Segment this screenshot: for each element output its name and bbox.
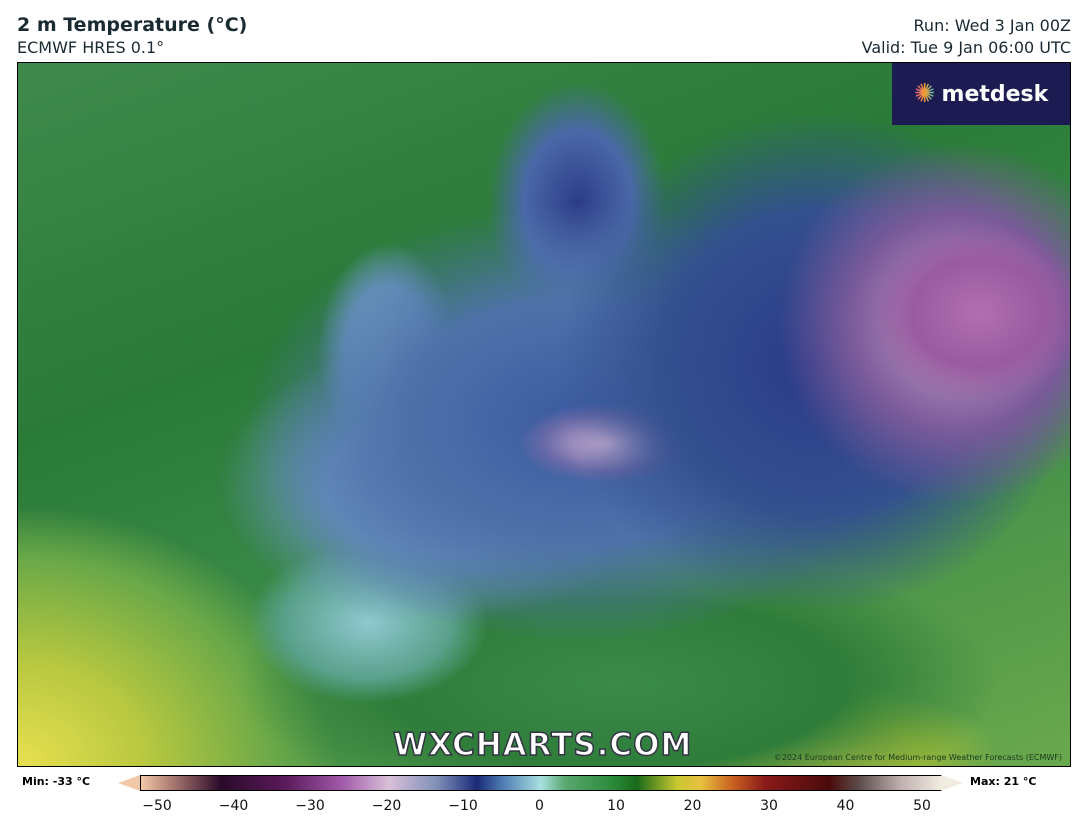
colorbar-tick: 20 <box>683 798 702 814</box>
max-label: Max: 21 °C <box>970 775 1037 788</box>
colorbar-tick: 50 <box>913 798 931 814</box>
valid-label: Valid: Tue 9 Jan 06:00 UTC <box>861 38 1071 57</box>
colorbar-tick: 10 <box>607 798 625 814</box>
colorbar-tick: 0 <box>535 798 544 814</box>
colorbar-tick: −30 <box>295 798 325 814</box>
run-label: Run: Wed 3 Jan 00Z <box>913 16 1071 35</box>
colorbar-tick: −10 <box>448 798 478 814</box>
colorbar-low-arrow <box>118 775 140 791</box>
colorbar-tick: −20 <box>371 798 402 814</box>
burst-icon: ✺ <box>913 79 936 109</box>
colorbar <box>140 775 942 791</box>
metdesk-logo: ✺ metdesk <box>892 63 1070 125</box>
colorbar-high-arrow <box>941 775 963 791</box>
colorbar-tick: 40 <box>836 798 855 814</box>
colorbar-tick: −40 <box>218 798 249 814</box>
watermark: WXCHARTS.COM <box>392 726 693 764</box>
copyright: ©2024 European Centre for Medium-range W… <box>773 753 1062 762</box>
min-label: Min: -33 °C <box>22 775 91 788</box>
map-title: 2 m Temperature (°C) <box>17 14 248 36</box>
colorbar-tick: 30 <box>760 798 778 814</box>
temperature-map[interactable]: ✺ metdesk WXCHARTS.COM ©2024 European Cen… <box>17 62 1071 767</box>
colorbar-tick: −50 <box>142 798 172 814</box>
model-label: ECMWF HRES 0.1° <box>17 38 165 57</box>
